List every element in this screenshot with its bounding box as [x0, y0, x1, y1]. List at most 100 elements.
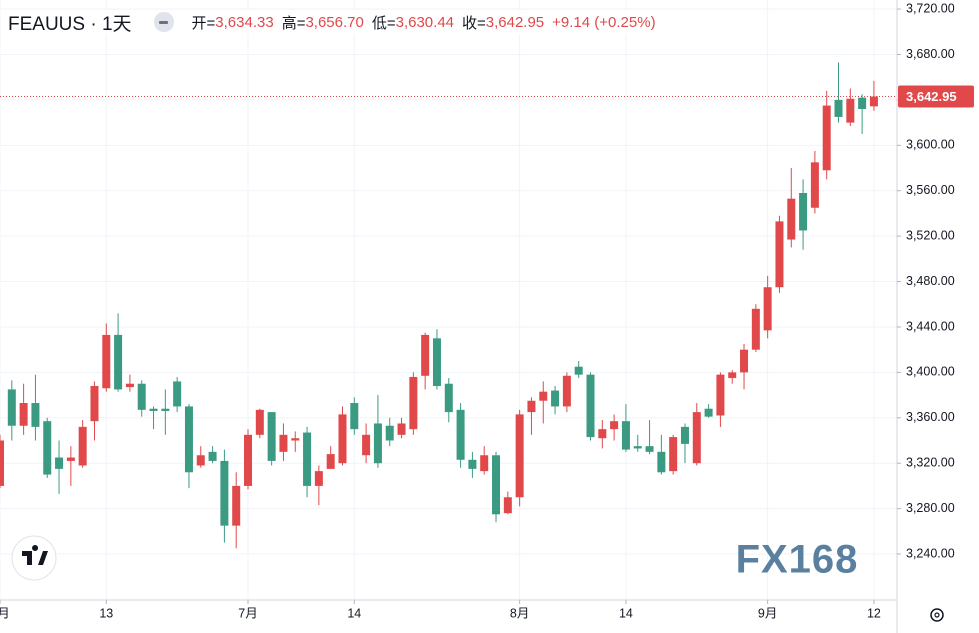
settings-button[interactable] [930, 608, 944, 622]
candle-body [31, 403, 40, 427]
x-tick-label: 8月 [510, 606, 529, 620]
candle-body [468, 459, 477, 469]
y-tick-label: 3,720.00 [906, 1, 955, 15]
candle-body [114, 334, 123, 390]
close-value: 3,642.95 [485, 13, 545, 31]
y-tick-label: 3,680.00 [906, 47, 955, 61]
candle-body [161, 408, 170, 411]
candle-body [503, 497, 512, 514]
high-label: 高= [281, 14, 306, 32]
candle-body [0, 440, 4, 486]
candle-body [291, 438, 300, 441]
candle-body [255, 409, 264, 435]
candle-body [834, 99, 843, 117]
candle-body [539, 391, 548, 401]
candle-body [267, 412, 276, 461]
candle-body [350, 403, 359, 430]
x-tick-label: 13 [99, 606, 113, 620]
y-tick-label: 3,440.00 [906, 319, 955, 333]
tv-logo [11, 535, 57, 581]
candle-body [810, 162, 819, 208]
candle-body [220, 460, 229, 526]
candle-body [102, 334, 111, 389]
candle-body [90, 385, 99, 422]
watermark: FX168 [736, 538, 859, 582]
open-label: 开= [191, 14, 216, 32]
candle-body [421, 334, 430, 376]
candle-body [208, 451, 217, 461]
candle-body [196, 455, 205, 466]
candle-body [621, 421, 630, 450]
y-tick-label: 3,520.00 [906, 228, 955, 242]
settings-icon [930, 608, 944, 622]
settings-icon-hole [934, 612, 940, 618]
candle-body [763, 287, 772, 331]
y-tick-label: 3,320.00 [906, 455, 955, 469]
candle-body [456, 409, 465, 460]
last-price-label: 3,642.95 [906, 89, 957, 104]
candle-body [586, 374, 595, 438]
candle-body [645, 446, 654, 452]
candle-body [716, 374, 725, 416]
candle-body [551, 390, 560, 407]
candle-body [775, 221, 784, 288]
candle-body [846, 98, 855, 123]
y-tick-label: 3,480.00 [906, 274, 955, 288]
candle-body [480, 455, 489, 472]
candle-body [385, 425, 394, 441]
candle-body [149, 408, 158, 411]
candle-body [55, 457, 64, 469]
y-tick-label: 3,560.00 [906, 183, 955, 197]
candle-body [19, 403, 28, 426]
collapse-button[interactable] [153, 12, 174, 32]
candle-body [869, 96, 878, 107]
candle-body [373, 423, 382, 464]
candle-body [740, 349, 749, 373]
header: FEAUUS · 1天 开= 3,634.33 高= 3,656.70 低= 3,63… [8, 10, 664, 35]
candle-body [444, 383, 453, 413]
candle-body [787, 198, 796, 240]
symbol-title: FEAUUS · 1天 [8, 13, 132, 35]
candle-body [125, 383, 134, 388]
candle-body [432, 338, 441, 386]
candle-body [232, 485, 241, 526]
candle-body [669, 437, 678, 472]
candle-body [279, 434, 288, 452]
y-tick-label: 3,280.00 [906, 501, 955, 515]
candle-body [78, 426, 87, 466]
candle-body [515, 414, 524, 498]
last-price-tag [898, 85, 974, 108]
candle-body [397, 423, 406, 435]
x-tick-label: 14 [619, 606, 633, 620]
candle-body [409, 376, 418, 430]
open-value: 3,634.33 [215, 13, 274, 31]
candle-body [751, 308, 760, 350]
candle-body [574, 366, 583, 375]
y-tick-label: 3,600.00 [906, 138, 955, 152]
candle-body [338, 414, 347, 464]
x-tick-label: 14 [347, 606, 361, 620]
candle-body [680, 426, 689, 444]
low-label: 低= [371, 14, 396, 32]
candle-body [562, 375, 571, 407]
candle-body [657, 451, 666, 473]
candle-body [633, 446, 642, 449]
low-value: 3,630.44 [395, 13, 454, 31]
y-tick-label: 3,360.00 [906, 410, 955, 424]
candle-body [326, 454, 335, 469]
candle-body [492, 455, 501, 515]
y-tick-label: 3,400.00 [906, 365, 955, 379]
x-tick-label: 12 [867, 606, 881, 620]
candle-body [184, 406, 193, 473]
x-tick-label: 7月 [238, 606, 257, 620]
candle-body [7, 389, 16, 426]
candle-body [598, 429, 607, 439]
candle-body [314, 471, 323, 486]
y-tick-label: 3,240.00 [906, 546, 955, 560]
tv-logo-mark [22, 545, 48, 565]
x-tick-label: 6月 [0, 606, 10, 620]
candle-body [799, 192, 808, 231]
candle-body [244, 434, 253, 486]
